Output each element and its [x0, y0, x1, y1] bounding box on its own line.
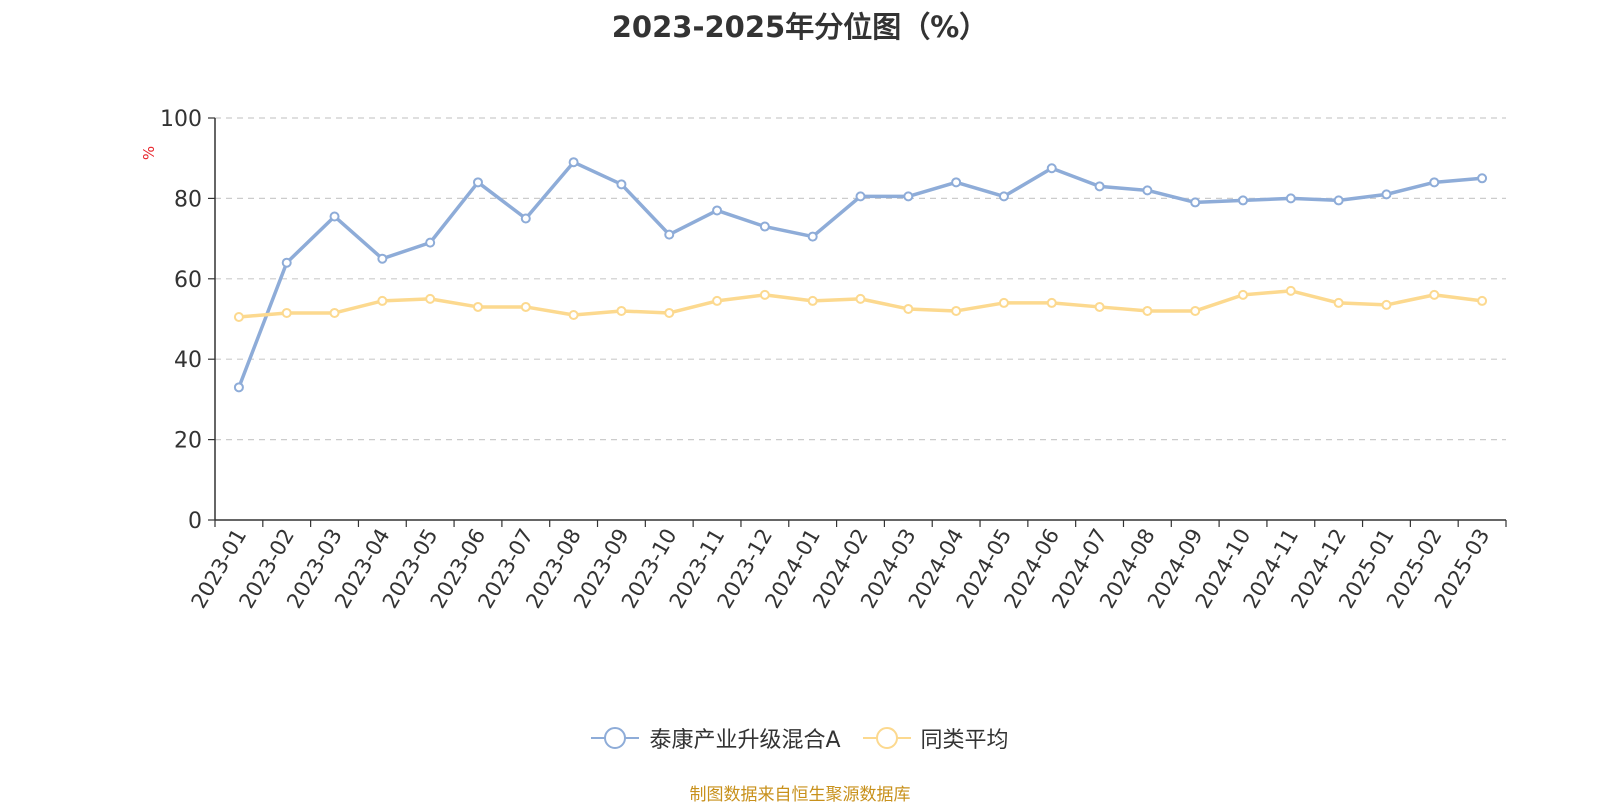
grid-lines — [215, 117, 1506, 441]
series-lines — [233, 157, 1488, 393]
data-point — [281, 257, 292, 268]
data-point — [1142, 305, 1153, 316]
data-point — [520, 213, 531, 224]
data-point — [568, 309, 579, 320]
data-point — [1477, 173, 1488, 184]
data-point — [1046, 297, 1057, 308]
y-tick-label: 20 — [174, 429, 202, 454]
y-tick-label: 40 — [174, 348, 202, 373]
data-point — [472, 177, 483, 188]
data-point — [712, 295, 723, 306]
data-point — [1381, 189, 1392, 200]
y-tick-label: 0 — [188, 509, 202, 534]
data-point — [664, 307, 675, 318]
legend-marker-icon — [862, 727, 911, 749]
legend: 泰康产业升级混合A 同类平均 — [0, 722, 1600, 754]
data-point — [1094, 301, 1105, 312]
data-point — [568, 157, 579, 168]
legend-marker-icon — [591, 727, 640, 749]
data-point — [329, 211, 340, 222]
data-point — [377, 253, 388, 264]
data-point — [855, 293, 866, 304]
data-point — [329, 307, 340, 318]
legend-marker-circle — [604, 727, 627, 749]
data-point — [951, 305, 962, 316]
data-point — [281, 307, 292, 318]
data-point — [951, 177, 962, 188]
data-point — [472, 301, 483, 312]
data-point — [1285, 285, 1296, 296]
legend-label: 同类平均 — [920, 728, 1009, 753]
y-axis-unit-label: % — [140, 146, 158, 160]
data-point — [520, 301, 531, 312]
data-point — [903, 303, 914, 314]
legend-marker-circle — [875, 727, 898, 749]
data-point — [425, 293, 436, 304]
data-point — [807, 295, 818, 306]
data-point — [903, 191, 914, 202]
data-point — [1142, 185, 1153, 196]
data-point — [1333, 195, 1344, 206]
data-point — [1094, 181, 1105, 192]
data-point — [1046, 163, 1057, 174]
data-point — [233, 311, 244, 322]
data-point — [1429, 289, 1440, 300]
data-point — [616, 305, 627, 316]
y-tick-label: 80 — [174, 187, 202, 212]
legend-item-2[interactable]: 同类平均 — [862, 722, 1009, 754]
data-point — [233, 382, 244, 393]
data-point — [664, 229, 675, 240]
legend-item-1[interactable]: 泰康产业升级混合A — [591, 722, 841, 754]
data-point — [1238, 289, 1249, 300]
y-tick-label: 60 — [174, 268, 202, 293]
legend-label: 泰康产业升级混合A — [649, 728, 841, 753]
data-point — [1190, 305, 1201, 316]
data-point — [1285, 193, 1296, 204]
data-point — [1381, 299, 1392, 310]
data-point — [759, 289, 770, 300]
source-note: 制图数据来自恒生聚源数据库 — [689, 785, 911, 805]
data-point — [998, 297, 1009, 308]
data-point — [1238, 195, 1249, 206]
chart-title: 2023-2025年分位图（%） — [611, 10, 989, 44]
data-point — [377, 295, 388, 306]
data-point — [1333, 297, 1344, 308]
data-point — [855, 191, 866, 202]
data-point — [1190, 197, 1201, 208]
data-point — [807, 231, 818, 242]
data-point — [712, 205, 723, 216]
data-point — [425, 237, 436, 248]
data-point — [616, 179, 627, 190]
data-point — [1477, 295, 1488, 306]
data-point — [998, 191, 1009, 202]
data-point — [1429, 177, 1440, 188]
data-point — [759, 221, 770, 232]
y-tick-label: 100 — [160, 107, 202, 132]
